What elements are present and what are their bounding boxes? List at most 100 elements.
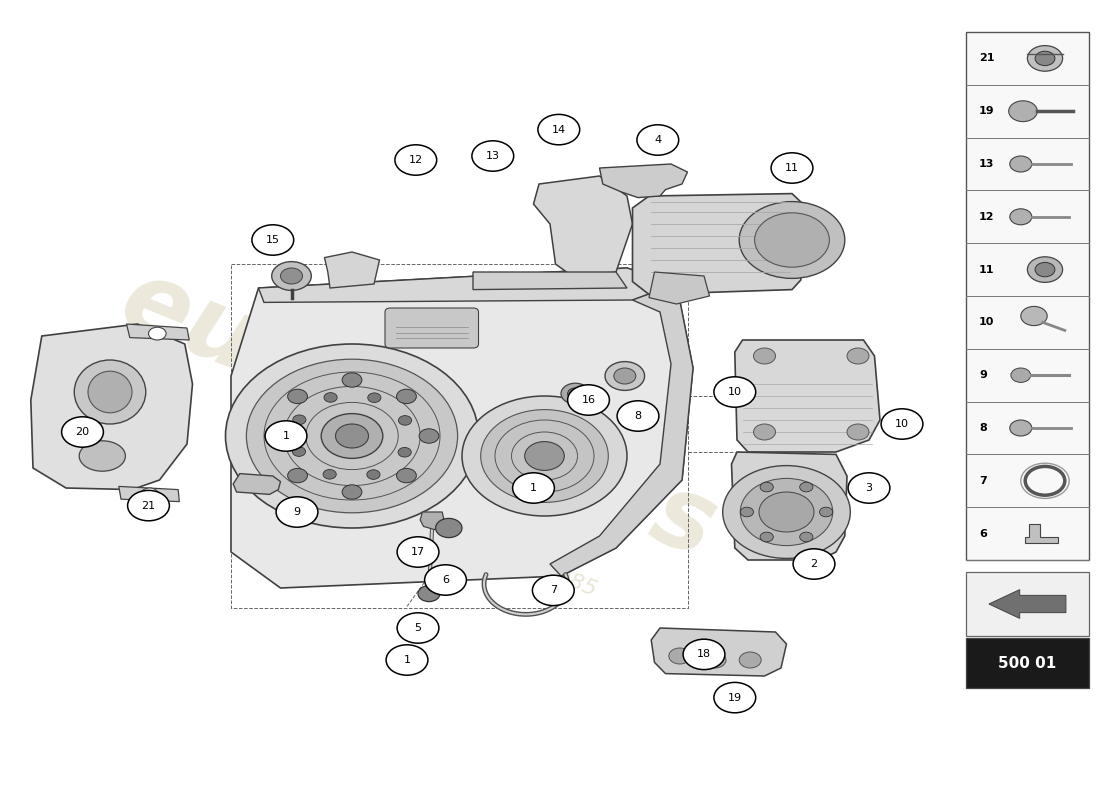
Text: 9: 9 <box>294 507 300 517</box>
Ellipse shape <box>75 360 145 424</box>
Text: 21: 21 <box>979 54 994 63</box>
Circle shape <box>288 390 308 404</box>
Circle shape <box>820 507 833 517</box>
Circle shape <box>538 114 580 145</box>
Circle shape <box>513 473 554 503</box>
Polygon shape <box>231 268 693 588</box>
Circle shape <box>1010 420 1032 436</box>
Circle shape <box>366 470 379 479</box>
Text: 12: 12 <box>409 155 422 165</box>
Polygon shape <box>600 164 688 198</box>
Circle shape <box>336 424 368 448</box>
Polygon shape <box>420 512 444 530</box>
Bar <box>966 572 1089 636</box>
Circle shape <box>739 652 761 668</box>
Circle shape <box>342 485 362 499</box>
Circle shape <box>293 415 306 425</box>
Circle shape <box>848 473 890 503</box>
Polygon shape <box>119 486 179 502</box>
Circle shape <box>755 213 829 267</box>
Circle shape <box>425 565 466 595</box>
Polygon shape <box>651 628 786 676</box>
Circle shape <box>436 518 462 538</box>
Text: 4: 4 <box>654 135 661 145</box>
Circle shape <box>760 482 773 492</box>
Text: 1: 1 <box>283 431 289 441</box>
Circle shape <box>723 466 850 558</box>
Circle shape <box>1035 262 1055 277</box>
Polygon shape <box>632 194 803 294</box>
Circle shape <box>740 478 833 546</box>
Text: 21: 21 <box>142 501 155 510</box>
Circle shape <box>1035 51 1055 66</box>
Circle shape <box>276 497 318 527</box>
Text: 15: 15 <box>266 235 279 245</box>
Polygon shape <box>989 590 1066 618</box>
Circle shape <box>605 362 645 390</box>
Circle shape <box>1021 306 1047 326</box>
Polygon shape <box>31 324 192 490</box>
Polygon shape <box>324 252 380 288</box>
Circle shape <box>759 492 814 532</box>
Circle shape <box>265 421 307 451</box>
Circle shape <box>683 639 725 670</box>
Polygon shape <box>732 452 847 560</box>
Circle shape <box>342 373 362 387</box>
Circle shape <box>637 125 679 155</box>
Circle shape <box>714 682 756 713</box>
Text: 14: 14 <box>552 125 565 134</box>
Circle shape <box>760 532 773 542</box>
Circle shape <box>568 388 583 399</box>
Text: 9: 9 <box>979 370 987 380</box>
Circle shape <box>128 490 169 521</box>
Circle shape <box>1011 368 1031 382</box>
Circle shape <box>280 268 302 284</box>
Text: 13: 13 <box>979 159 994 169</box>
Polygon shape <box>233 474 280 494</box>
Ellipse shape <box>88 371 132 413</box>
Circle shape <box>418 586 440 602</box>
Circle shape <box>226 344 478 528</box>
Bar <box>966 32 1089 560</box>
Circle shape <box>148 327 166 340</box>
Circle shape <box>793 549 835 579</box>
Circle shape <box>321 414 383 458</box>
Text: 13: 13 <box>486 151 499 161</box>
Text: 8: 8 <box>635 411 641 421</box>
Circle shape <box>771 153 813 183</box>
Text: 10: 10 <box>728 387 741 397</box>
Circle shape <box>739 202 845 278</box>
Circle shape <box>396 468 416 482</box>
Bar <box>966 638 1089 688</box>
Circle shape <box>1009 101 1037 122</box>
Text: 8: 8 <box>979 423 987 433</box>
Polygon shape <box>258 268 676 302</box>
Text: 11: 11 <box>979 265 994 274</box>
Circle shape <box>419 429 439 443</box>
Circle shape <box>754 424 776 440</box>
Circle shape <box>62 417 103 447</box>
Circle shape <box>398 447 411 457</box>
Text: 16: 16 <box>582 395 595 405</box>
Circle shape <box>246 359 458 513</box>
Circle shape <box>141 488 158 501</box>
Text: 1: 1 <box>404 655 410 665</box>
Text: 19: 19 <box>979 106 994 116</box>
Polygon shape <box>473 272 627 290</box>
Text: 7: 7 <box>550 586 557 595</box>
Circle shape <box>1027 46 1063 71</box>
Circle shape <box>398 416 411 426</box>
Text: eurospares: eurospares <box>107 253 729 579</box>
Polygon shape <box>534 176 632 276</box>
Text: 6: 6 <box>979 529 987 538</box>
Text: 1: 1 <box>530 483 537 493</box>
Text: 2: 2 <box>811 559 817 569</box>
Circle shape <box>1010 209 1032 225</box>
Text: 5: 5 <box>415 623 421 633</box>
Circle shape <box>397 613 439 643</box>
Circle shape <box>397 537 439 567</box>
Circle shape <box>754 348 776 364</box>
Circle shape <box>324 393 338 402</box>
Circle shape <box>614 368 636 384</box>
Circle shape <box>881 409 923 439</box>
